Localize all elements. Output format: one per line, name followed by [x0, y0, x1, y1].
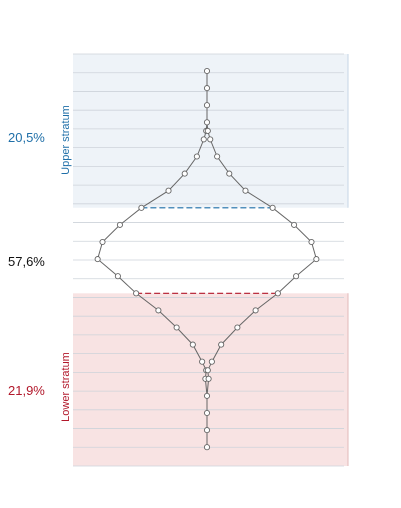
- profile-point: [274, 290, 281, 297]
- profile-point: [193, 153, 200, 160]
- profile-point: [293, 273, 300, 280]
- profile-point: [252, 307, 259, 314]
- profile-point: [214, 153, 221, 160]
- profile-point: [203, 102, 211, 109]
- stratum-separators: [136, 207, 278, 294]
- profile-point: [116, 221, 123, 228]
- profile-point: [203, 67, 211, 75]
- profile-point: [200, 136, 207, 143]
- profile-point: [199, 358, 206, 365]
- profile-point: [226, 170, 233, 177]
- profile-point: [291, 221, 298, 228]
- profile-point: [138, 204, 145, 211]
- lower-share-label: 21,9%: [8, 383, 45, 398]
- profile-point: [234, 324, 241, 331]
- profile-point: [242, 187, 249, 194]
- upper-stratum-title: Upper stratum: [60, 105, 72, 175]
- profile-point: [99, 238, 106, 246]
- profile-point: [204, 127, 211, 134]
- profile-point: [173, 324, 180, 331]
- lower-stratum-title: Lower stratum: [60, 352, 72, 422]
- profile-point: [155, 307, 162, 314]
- profile-point: [94, 256, 101, 263]
- profile-point: [207, 136, 214, 143]
- profile-point: [313, 256, 320, 263]
- profile-point: [165, 187, 172, 194]
- profile-markers: [94, 67, 320, 451]
- middle-share-label: 57,6%: [8, 254, 45, 269]
- profile-point: [203, 409, 211, 417]
- profile-point: [181, 170, 188, 177]
- profile-point: [203, 85, 211, 92]
- profile-point: [205, 375, 212, 382]
- profile-point: [204, 367, 211, 374]
- profile-point: [203, 444, 211, 451]
- profile-point: [203, 392, 211, 399]
- stratum-labels: 20,5% 57,6% 21,9% Upper stratum Lower st…: [8, 105, 72, 422]
- upper-share-label: 20,5%: [8, 130, 45, 145]
- profile-point: [203, 427, 211, 434]
- profile-point: [269, 204, 276, 211]
- profile-point: [208, 358, 215, 365]
- profile-point: [218, 341, 225, 348]
- profile-point: [114, 273, 121, 280]
- profile-point: [133, 290, 140, 297]
- profile-point: [203, 119, 211, 126]
- profile-point: [308, 238, 315, 246]
- profile-point: [189, 341, 196, 348]
